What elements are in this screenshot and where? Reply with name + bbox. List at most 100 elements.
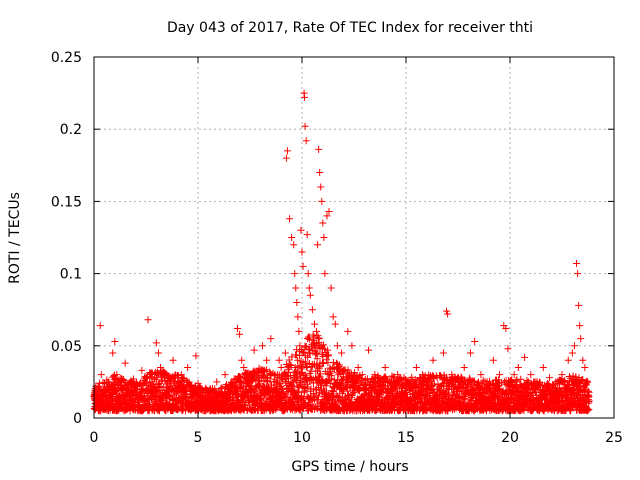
roti-point <box>152 339 160 347</box>
roti-point <box>322 356 330 364</box>
roti-point <box>365 346 373 354</box>
roti-point <box>109 349 117 357</box>
roti-point <box>325 351 333 359</box>
roti-point <box>301 122 309 130</box>
roti-point <box>379 383 387 391</box>
roti-point <box>295 327 303 335</box>
roti-point <box>258 342 266 350</box>
roti-point <box>305 284 313 292</box>
roti-point <box>579 356 587 364</box>
roti-point <box>288 353 296 361</box>
roti-point <box>267 335 275 343</box>
roti-point <box>308 306 316 314</box>
roti-point <box>184 363 192 371</box>
roti-point <box>581 363 589 371</box>
roti-point <box>316 370 324 378</box>
roti-point <box>327 284 335 292</box>
roti-point <box>570 342 578 350</box>
roti-point <box>303 231 311 239</box>
roti-point <box>286 361 294 369</box>
y-tick-label: 0.05 <box>51 339 82 355</box>
roti-point <box>97 371 105 379</box>
roti-point <box>275 356 283 364</box>
roti-point <box>539 363 547 371</box>
roti-point <box>306 377 314 385</box>
x-tick-label: 25 <box>605 430 623 446</box>
roti-point <box>335 361 343 369</box>
roti-point <box>288 234 296 241</box>
x-tick-label: 15 <box>397 430 415 446</box>
roti-point <box>154 349 162 357</box>
roti-point <box>281 392 289 400</box>
roti-point <box>574 270 582 278</box>
roti-point <box>460 363 468 371</box>
roti-point <box>319 219 327 227</box>
roti-point <box>496 371 504 379</box>
roti-point <box>314 241 322 249</box>
roti-point <box>287 362 295 370</box>
roti-point <box>156 382 164 390</box>
roti-point <box>314 393 322 401</box>
roti-point <box>313 355 321 363</box>
roti-point <box>285 365 293 373</box>
roti-point <box>183 391 191 399</box>
roti-point <box>354 363 362 371</box>
roti-point <box>236 383 244 391</box>
roti-point <box>298 377 306 385</box>
roti-point <box>344 327 352 335</box>
roti-point <box>412 363 420 371</box>
y-tick-label: 0.2 <box>60 122 82 138</box>
roti-point <box>152 376 160 384</box>
roti-point <box>278 386 286 394</box>
roti-point <box>144 316 152 324</box>
roti-point <box>304 270 312 278</box>
x-tick-label: 20 <box>501 430 519 446</box>
roti-point <box>466 349 474 357</box>
x-axis-label: GPS time / hours <box>291 459 408 475</box>
roti-point <box>489 356 497 364</box>
roti-point <box>300 348 308 356</box>
roti-point <box>504 345 512 353</box>
roti-point <box>328 372 336 380</box>
x-tick-label: 10 <box>293 430 311 446</box>
roti-point <box>330 384 338 392</box>
roti-point <box>471 337 479 345</box>
grid-lines <box>94 57 614 418</box>
roti-point <box>327 367 335 375</box>
plot-frame <box>93 56 615 419</box>
roti-point <box>277 374 285 382</box>
roti-point <box>232 390 240 398</box>
roti-point <box>331 320 339 328</box>
roti-point <box>321 270 329 278</box>
roti-point <box>213 378 221 386</box>
roti-point <box>318 197 326 205</box>
roti-point <box>302 137 310 145</box>
roti-point <box>564 356 572 364</box>
roti-point <box>573 259 581 267</box>
roti-point <box>282 154 290 162</box>
roti-point <box>304 335 312 343</box>
data-points <box>90 89 593 415</box>
roti-point <box>176 394 184 402</box>
roti-point <box>188 381 196 389</box>
roti-point <box>281 349 289 357</box>
y-tick-label: 0.1 <box>60 267 82 283</box>
roti-point <box>303 376 311 384</box>
roti-point <box>310 320 318 328</box>
roti-point <box>315 365 323 373</box>
x-tick-label: 5 <box>194 430 203 446</box>
roti-point <box>320 234 328 241</box>
roti-point <box>568 349 576 357</box>
roti-point <box>294 356 302 364</box>
roti-point <box>376 391 384 399</box>
roti-point <box>320 341 328 349</box>
roti-point <box>96 322 104 330</box>
roti-point <box>238 356 246 364</box>
roti-point <box>241 401 249 409</box>
roti-point <box>338 376 346 384</box>
roti-point <box>172 389 180 397</box>
roti-point <box>159 397 167 405</box>
roti-point <box>329 358 337 366</box>
roti-point <box>304 353 312 361</box>
